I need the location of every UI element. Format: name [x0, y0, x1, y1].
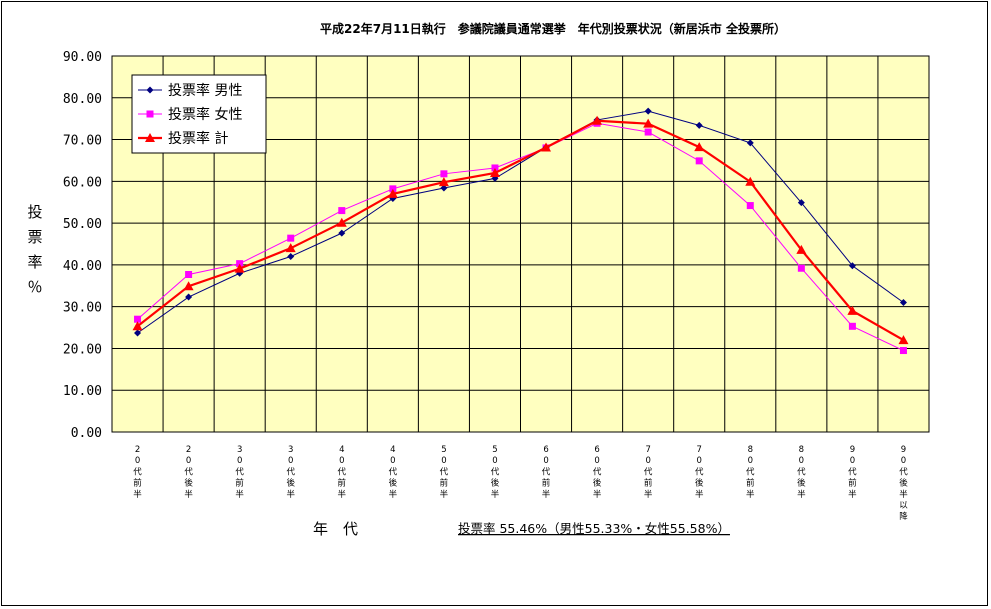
data-point-triangle — [541, 142, 552, 152]
data-point-triangle — [898, 335, 909, 345]
y-label-char: ％ — [27, 278, 42, 296]
x-tick-label: 8 0 代前半 — [746, 445, 755, 500]
y-tick-label: 0.00 — [71, 426, 102, 441]
data-point-square — [899, 347, 907, 355]
x-tick-label: 7 0 代後半 — [695, 445, 704, 500]
data-point-diamond — [134, 329, 142, 337]
legend-entry: 投票率 計 — [138, 130, 228, 147]
data-point-triangle — [438, 177, 449, 187]
legend-entry: 投票率 女性 — [138, 106, 242, 123]
data-point-square — [491, 164, 499, 172]
x-tick-label: 2 0 代前半 — [133, 445, 142, 500]
x-tick-label: 4 0 代後半 — [389, 445, 398, 500]
y-label-char: 票 — [27, 228, 42, 246]
data-point-square — [146, 110, 154, 118]
y-tick-label: 60.00 — [63, 175, 102, 190]
data-point-diamond — [146, 86, 154, 94]
legend-entry: 投票率 男性 — [138, 82, 242, 99]
data-point-triangle — [387, 188, 398, 198]
data-point-triangle — [145, 133, 155, 142]
data-point-diamond — [848, 262, 856, 270]
data-point-square — [746, 202, 754, 210]
data-point-square — [644, 128, 652, 136]
data-point-triangle — [643, 118, 654, 128]
data-point-square — [440, 170, 448, 178]
x-tick-label: 8 0 代後半 — [797, 445, 806, 500]
data-point-square — [848, 322, 856, 330]
series-triangle — [132, 115, 909, 345]
data-point-square — [236, 260, 244, 268]
y-tick-label: 30.00 — [63, 301, 102, 316]
x-tick-label: 9 0 代前半 — [848, 445, 857, 500]
y-axis-ticks: 0.00 10.00 20.00 30.00 40.00 50.00 60.00 70.00 8… — [63, 50, 102, 441]
turnout-annotation: 投票率 55.46%（男性55.33%・女性55.58%） — [458, 521, 730, 536]
data-point-square — [338, 207, 346, 215]
data-point-triangle — [285, 243, 296, 253]
series-line — [136, 119, 905, 342]
data-point-square — [389, 185, 397, 193]
legend-label: 投票率 男性 — [168, 82, 242, 99]
y-tick-label: 50.00 — [63, 217, 102, 232]
data-point-diamond — [440, 184, 448, 192]
legend-label: 投票率 計 — [168, 130, 228, 147]
x-tick-label: 7 0 代前半 — [644, 445, 653, 500]
data-point-diamond — [746, 139, 754, 147]
x-tick-label: 4 0 代前半 — [338, 445, 347, 500]
x-axis-ticks: 2 0 代前半 2 0 代後半 3 0 代前半 3 0 代後半 4 0 代前半 4 0 代後半 5 0 代前半 5 0 代後半… — [133, 445, 908, 522]
data-point-diamond — [338, 229, 346, 237]
legend-label: 投票率 女性 — [168, 106, 242, 123]
x-tick-label: 6 0 代前半 — [542, 445, 551, 500]
data-point-diamond — [899, 298, 907, 306]
y-label-char: 投 — [27, 203, 42, 221]
data-point-diamond — [185, 293, 193, 301]
data-point-diamond — [797, 199, 805, 207]
data-point-triangle — [745, 176, 756, 186]
y-tick-label: 90.00 — [63, 50, 102, 65]
y-tick-label: 10.00 — [63, 384, 102, 399]
x-tick-label: 6 0 代後半 — [593, 445, 602, 500]
y-tick-label: 70.00 — [63, 134, 102, 149]
data-point-triangle — [183, 281, 194, 291]
x-tick-label: 5 0 代前半 — [440, 445, 449, 500]
y-tick-label: 80.00 — [63, 92, 102, 107]
data-point-diamond — [287, 253, 295, 261]
y-tick-label: 20.00 — [63, 342, 102, 357]
series-layer — [132, 107, 909, 355]
data-point-triangle — [796, 244, 807, 254]
data-point-square — [185, 270, 193, 278]
data-point-triangle — [336, 217, 347, 227]
data-point-triangle — [694, 142, 705, 152]
series-line — [137, 110, 904, 334]
y-label-char: 率 — [27, 253, 42, 271]
data-point-square — [287, 234, 295, 242]
data-point-square — [695, 157, 703, 165]
x-axis-label: 年 代 — [313, 520, 358, 538]
x-tick-label: 2 0 代後半 — [184, 445, 193, 500]
x-tick-label: 9 0 代後半以降 — [899, 445, 908, 522]
data-point-square — [134, 315, 142, 323]
series-line — [137, 122, 904, 351]
chart-title: 平成22年7月11日執行 参議院議員通常選挙 年代別投票状況（新居浜市 全投票所… — [320, 21, 786, 36]
data-point-diamond — [644, 107, 652, 115]
data-point-triangle — [847, 305, 858, 315]
y-axis-label: 投票率 ％ — [27, 203, 42, 296]
data-point-square — [797, 264, 805, 272]
y-tick-label: 40.00 — [63, 259, 102, 274]
data-point-triangle — [132, 321, 143, 331]
x-tick-label: 5 0 代後半 — [491, 445, 500, 500]
data-point-triangle — [489, 167, 500, 177]
x-tick-label: 3 0 代前半 — [235, 445, 244, 500]
data-point-diamond — [695, 121, 703, 129]
data-point-triangle — [592, 115, 603, 125]
x-tick-label: 3 0 代後半 — [286, 445, 295, 500]
data-point-triangle — [234, 263, 245, 273]
